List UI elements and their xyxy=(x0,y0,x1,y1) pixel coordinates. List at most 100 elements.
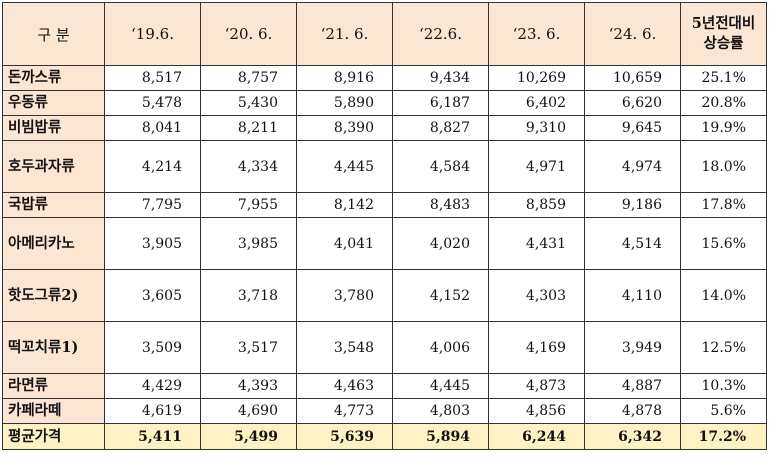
cell-value: 9,645 xyxy=(584,115,681,141)
cell-rate: 18.0% xyxy=(680,140,767,193)
cell-rate: 5.6% xyxy=(680,398,767,424)
header-period: ‘24. 6. xyxy=(584,2,681,66)
header-period: ‘19.6. xyxy=(104,2,201,66)
cell-value: 4,971 xyxy=(488,140,585,193)
header-rate: 5년전대비 상승률 xyxy=(680,2,767,66)
cell-value: 4,887 xyxy=(584,373,681,399)
cell-value: 4,152 xyxy=(392,269,489,322)
price-table: 구 분 ‘19.6. ‘20. 6. ‘21. 6. ‘22.6. ‘23. 6… xyxy=(2,2,767,450)
average-value: 5,894 xyxy=(392,423,489,450)
row-name: 카페라떼 xyxy=(2,398,105,424)
cell-value: 4,393 xyxy=(200,373,297,399)
cell-value: 9,186 xyxy=(584,192,681,218)
average-name: 평균가격 xyxy=(2,423,105,450)
cell-value: 6,402 xyxy=(488,90,585,116)
cell-value: 7,955 xyxy=(200,192,297,218)
cell-value: 8,827 xyxy=(392,115,489,141)
cell-value: 4,445 xyxy=(296,140,393,193)
cell-value: 3,905 xyxy=(104,217,201,270)
cell-value: 4,514 xyxy=(584,217,681,270)
cell-value: 8,483 xyxy=(392,192,489,218)
cell-value: 3,985 xyxy=(200,217,297,270)
cell-value: 9,310 xyxy=(488,115,585,141)
cell-value: 8,859 xyxy=(488,192,585,218)
average-value: 5,499 xyxy=(200,423,297,450)
cell-value: 4,214 xyxy=(104,140,201,193)
cell-value: 4,773 xyxy=(296,398,393,424)
cell-value: 3,949 xyxy=(584,321,681,374)
cell-value: 4,878 xyxy=(584,398,681,424)
cell-value: 3,780 xyxy=(296,269,393,322)
average-value: 5,639 xyxy=(296,423,393,450)
header-period: ‘23. 6. xyxy=(488,2,585,66)
row-name: 아메리카노 xyxy=(2,217,105,270)
table-row: 우동류 5,478 5,430 5,890 6,187 6,402 6,620 … xyxy=(2,90,767,116)
cell-value: 4,334 xyxy=(200,140,297,193)
header-period: ‘22.6. xyxy=(392,2,489,66)
cell-value: 4,006 xyxy=(392,321,489,374)
cell-value: 5,478 xyxy=(104,90,201,116)
row-name: 라면류 xyxy=(2,373,105,399)
row-name: 호두과자류 xyxy=(2,140,105,193)
cell-rate: 15.6% xyxy=(680,217,767,270)
row-name: 떡꼬치류1) xyxy=(2,321,105,374)
table-row: 돈까스류 8,517 8,757 8,916 9,434 10,269 10,6… xyxy=(2,65,767,91)
cell-value: 4,169 xyxy=(488,321,585,374)
cell-value: 4,584 xyxy=(392,140,489,193)
average-value: 6,342 xyxy=(584,423,681,450)
row-name: 국밥류 xyxy=(2,192,105,218)
cell-value: 4,020 xyxy=(392,217,489,270)
row-name: 비빔밥류 xyxy=(2,115,105,141)
cell-value: 8,757 xyxy=(200,65,297,91)
table-row: 떡꼬치류1) 3,509 3,517 3,548 4,006 4,169 3,9… xyxy=(2,321,767,374)
cell-rate: 25.1% xyxy=(680,65,767,91)
header-category: 구 분 xyxy=(2,2,105,66)
header-period: ‘20. 6. xyxy=(200,2,297,66)
row-name: 돈까스류 xyxy=(2,65,105,91)
cell-value: 4,690 xyxy=(200,398,297,424)
row-name: 우동류 xyxy=(2,90,105,116)
header-period: ‘21. 6. xyxy=(296,2,393,66)
cell-rate: 10.3% xyxy=(680,373,767,399)
header-row: 구 분 ‘19.6. ‘20. 6. ‘21. 6. ‘22.6. ‘23. 6… xyxy=(2,2,767,66)
cell-value: 6,187 xyxy=(392,90,489,116)
cell-value: 6,620 xyxy=(584,90,681,116)
average-value: 6,244 xyxy=(488,423,585,450)
cell-value: 4,873 xyxy=(488,373,585,399)
cell-value: 4,803 xyxy=(392,398,489,424)
cell-value: 4,974 xyxy=(584,140,681,193)
table-row: 국밥류 7,795 7,955 8,142 8,483 8,859 9,186 … xyxy=(2,192,767,218)
header-rate-line2: 상승률 xyxy=(703,35,744,52)
row-name: 핫도그류2) xyxy=(2,269,105,322)
cell-rate: 19.9% xyxy=(680,115,767,141)
average-row: 평균가격 5,411 5,499 5,639 5,894 6,244 6,342… xyxy=(2,423,767,450)
average-value: 5,411 xyxy=(104,423,201,450)
cell-value: 8,211 xyxy=(200,115,297,141)
cell-value: 7,795 xyxy=(104,192,201,218)
cell-value: 8,517 xyxy=(104,65,201,91)
cell-value: 4,429 xyxy=(104,373,201,399)
cell-value: 4,041 xyxy=(296,217,393,270)
cell-value: 4,463 xyxy=(296,373,393,399)
cell-value: 4,619 xyxy=(104,398,201,424)
cell-value: 8,390 xyxy=(296,115,393,141)
cell-value: 4,110 xyxy=(584,269,681,322)
cell-value: 9,434 xyxy=(392,65,489,91)
cell-value: 5,890 xyxy=(296,90,393,116)
cell-value: 8,916 xyxy=(296,65,393,91)
cell-value: 10,269 xyxy=(488,65,585,91)
table-row: 비빔밥류 8,041 8,211 8,390 8,827 9,310 9,645… xyxy=(2,115,767,141)
table-row: 호두과자류 4,214 4,334 4,445 4,584 4,971 4,97… xyxy=(2,140,767,193)
cell-rate: 17.8% xyxy=(680,192,767,218)
cell-value: 4,303 xyxy=(488,269,585,322)
cell-value: 10,659 xyxy=(584,65,681,91)
cell-value: 3,605 xyxy=(104,269,201,322)
cell-rate: 20.8% xyxy=(680,90,767,116)
table-row: 카페라떼 4,619 4,690 4,773 4,803 4,856 4,878… xyxy=(2,398,767,424)
cell-value: 8,142 xyxy=(296,192,393,218)
cell-value: 8,041 xyxy=(104,115,201,141)
table-row: 아메리카노 3,905 3,985 4,041 4,020 4,431 4,51… xyxy=(2,217,767,270)
cell-value: 3,548 xyxy=(296,321,393,374)
average-rate: 17.2% xyxy=(680,423,767,450)
cell-value: 3,517 xyxy=(200,321,297,374)
